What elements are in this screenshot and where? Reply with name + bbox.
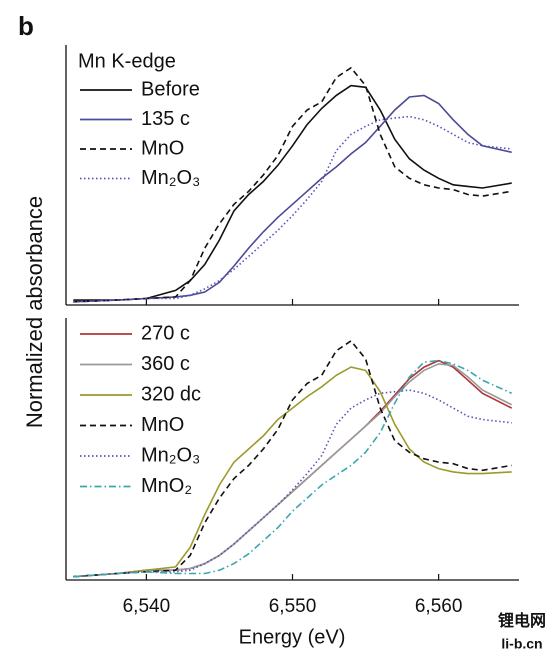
series-line [73, 366, 512, 578]
series-line [73, 363, 513, 578]
series-line [73, 359, 513, 578]
x-tick-label: 6,560 [415, 596, 463, 617]
legend-label: 360 c [141, 353, 190, 375]
legend-label: MnO [141, 414, 184, 436]
legend-label: 135 c [141, 108, 190, 130]
legend-label: MnO₂ [141, 475, 192, 497]
series-line [73, 94, 512, 303]
series-line [73, 339, 512, 578]
legend-label: Mn₂O₃ [141, 444, 200, 466]
x-tick-label: 6,550 [269, 596, 317, 617]
legend-label: Mn₂O₃ [141, 167, 200, 189]
legend-label: MnO [141, 137, 184, 159]
x-tick-label: 6,540 [123, 596, 171, 617]
legend-label: 320 dc [141, 383, 201, 405]
y-axis-label: Normalized absorbance [22, 196, 47, 428]
series-line [73, 115, 512, 303]
annotation: Mn K-edge [78, 50, 176, 72]
panel-label: b [18, 11, 34, 41]
series-line [73, 66, 512, 303]
watermark: li-b.cn [501, 636, 542, 652]
legend-label: Before [141, 78, 200, 100]
series-line [73, 359, 513, 578]
series-line [73, 84, 512, 301]
series-line [73, 389, 512, 578]
x-axis-label: Energy (eV) [239, 626, 346, 648]
watermark: 锂电网 [498, 611, 546, 630]
legend-label: 270 c [141, 322, 190, 344]
